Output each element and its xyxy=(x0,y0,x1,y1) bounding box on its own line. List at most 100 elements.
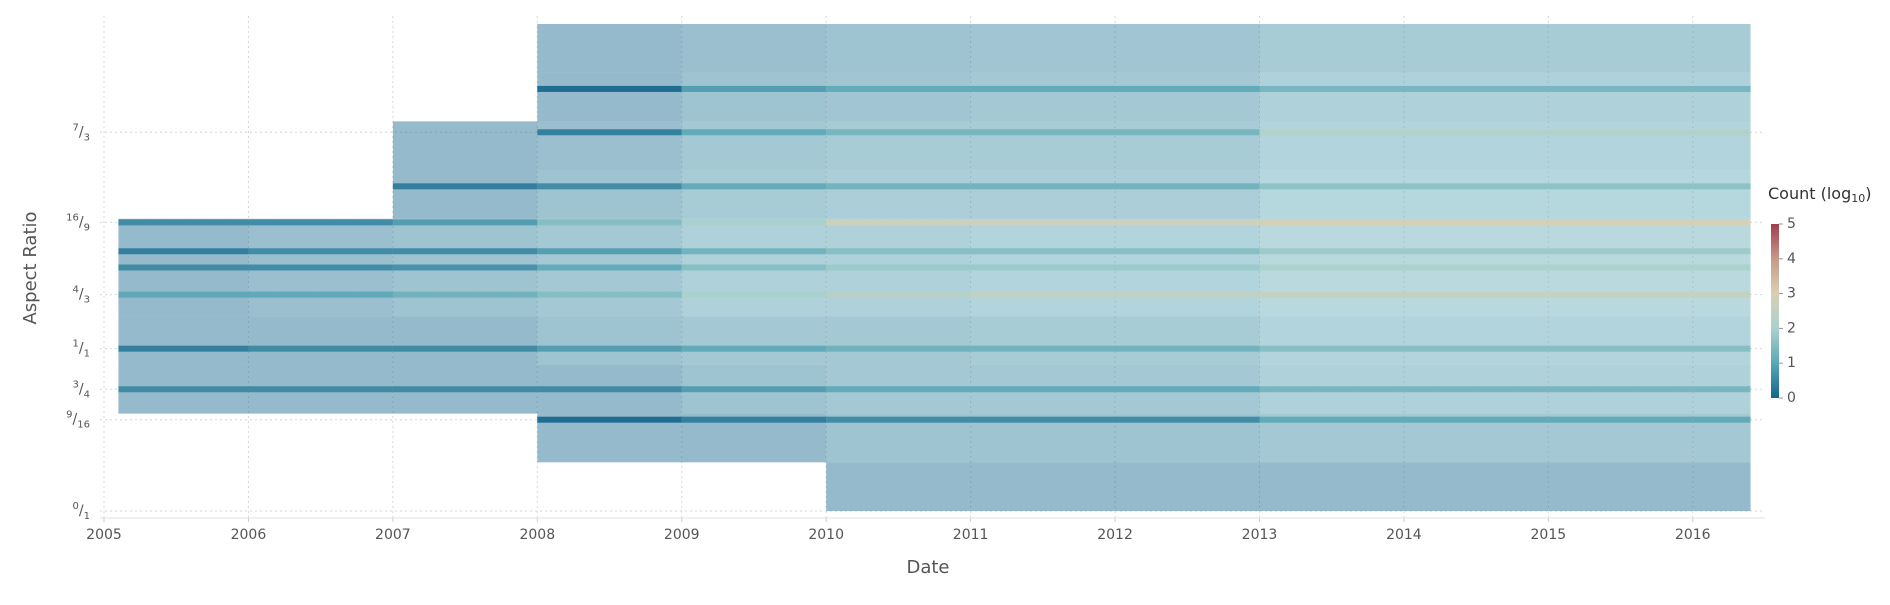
heatmap-cell xyxy=(826,170,971,219)
heatmap-cell xyxy=(681,72,827,122)
y-tick-label: 3/4 xyxy=(73,379,90,400)
heatmap-line-cell xyxy=(537,248,682,255)
heatmap-cell xyxy=(1692,462,1751,511)
heatmap-cell xyxy=(118,218,249,268)
heatmap-line-cell xyxy=(1692,85,1751,92)
heatmap-line-cell xyxy=(826,248,971,255)
heatmap-cell xyxy=(392,316,538,365)
heatmap-line-cell xyxy=(826,183,971,190)
heatmap-line-cell xyxy=(1403,248,1549,255)
heatmap-line-cell xyxy=(1548,345,1693,352)
heatmap-line-cell xyxy=(1259,183,1404,190)
heatmap-line-cell xyxy=(681,291,827,298)
heatmap-cell xyxy=(1692,170,1751,219)
heatmap-cell xyxy=(1259,24,1404,73)
heatmap-line-cell xyxy=(826,264,971,271)
heatmap-cell xyxy=(826,218,971,268)
heatmap-line-cell xyxy=(1259,264,1404,271)
heatmap-line-cell xyxy=(970,129,1116,136)
heatmap-line-cell xyxy=(681,183,827,190)
heatmap-line-cell xyxy=(248,291,393,298)
heatmap-line-cell xyxy=(1259,248,1404,255)
colorbar-title: Count (log10) xyxy=(1768,184,1871,206)
heatmap-line-cell xyxy=(392,264,538,271)
heatmap-line-cell xyxy=(681,219,827,226)
heatmap-line-cell xyxy=(826,386,971,393)
y-tick-label: 9/16 xyxy=(66,410,90,431)
heatmap-line-cell xyxy=(248,386,393,393)
heatmap-line-cell xyxy=(681,85,827,92)
heatmap-cell xyxy=(1548,170,1693,219)
heatmap-cell xyxy=(826,24,971,73)
y-axis-title: Aspect Ratio xyxy=(20,211,41,324)
heatmap-line-cell xyxy=(1548,85,1693,92)
colorbar-tick-label: 3 xyxy=(1787,286,1796,302)
heatmap-cell xyxy=(392,218,538,268)
heatmap-line-cell xyxy=(118,291,249,298)
heatmap-cell xyxy=(1115,170,1260,219)
heatmap-line-cell xyxy=(1259,345,1404,352)
heatmap-line-cell xyxy=(118,345,249,352)
colorbar-tick-label: 2 xyxy=(1787,320,1796,336)
heatmap-line-cell xyxy=(826,416,971,423)
heatmap-cell xyxy=(1115,218,1260,268)
heatmap-line-cell xyxy=(1692,129,1751,136)
heatmap-cell xyxy=(1692,218,1751,268)
heatmap-cell xyxy=(1115,121,1260,171)
heatmap-line-cell xyxy=(1115,416,1260,423)
heatmap-cell xyxy=(681,170,827,219)
heatmap-line-cell xyxy=(1692,219,1751,226)
colorbar-tick-label: 5 xyxy=(1787,216,1796,232)
heatmap-line-cell xyxy=(392,386,538,393)
heatmap-line-cell xyxy=(1115,85,1260,92)
colorbar-tick-label: 0 xyxy=(1787,390,1796,406)
heatmap-cell xyxy=(1115,462,1260,511)
heatmap-cell xyxy=(1259,218,1404,268)
heatmap-cell xyxy=(1403,72,1549,122)
heatmap-cell xyxy=(1403,170,1549,219)
heatmap-cell xyxy=(970,72,1116,122)
colorbar-tick-label: 1 xyxy=(1787,355,1796,371)
y-tick-label: 7/3 xyxy=(73,122,90,143)
heatmap-cell xyxy=(1692,24,1751,73)
heatmap-line-cell xyxy=(537,219,682,226)
heatmap-line-cell xyxy=(1259,416,1404,423)
heatmap xyxy=(118,24,1751,511)
heatmap-line-cell xyxy=(826,291,971,298)
heatmap-cell xyxy=(537,24,682,73)
heatmap-line-cell xyxy=(1548,291,1693,298)
heatmap-line-cell xyxy=(392,345,538,352)
heatmap-line-cell xyxy=(1692,248,1751,255)
heatmap-line-cell xyxy=(1115,248,1260,255)
heatmap-line-cell xyxy=(681,264,827,271)
heatmap-line-cell xyxy=(1692,386,1751,393)
heatmap-cell xyxy=(681,121,827,171)
heatmap-line-cell xyxy=(826,85,971,92)
colorbar-tick-label: 4 xyxy=(1787,251,1796,267)
heatmap-line-cell xyxy=(392,291,538,298)
heatmap-line-cell xyxy=(970,386,1116,393)
heatmap-cell xyxy=(1259,72,1404,122)
heatmap-cell xyxy=(392,121,538,171)
heatmap-line-cell xyxy=(826,129,971,136)
heatmap-cell xyxy=(970,462,1116,511)
y-tick-label: 1/1 xyxy=(73,339,90,360)
heatmap-line-cell xyxy=(537,264,682,271)
x-tick-label: 2009 xyxy=(664,527,700,543)
heatmap-line-cell xyxy=(1548,264,1693,271)
x-tick-label: 2012 xyxy=(1097,527,1133,543)
colorbar xyxy=(1771,224,1779,398)
heatmap-cell xyxy=(1259,316,1404,365)
heatmap-line-cell xyxy=(970,85,1116,92)
heatmap-line-cell xyxy=(970,248,1116,255)
heatmap-cell xyxy=(537,121,682,171)
heatmap-line-cell xyxy=(1259,291,1404,298)
heatmap-cell xyxy=(681,316,827,365)
heatmap-cell xyxy=(1115,72,1260,122)
heatmap-line-cell xyxy=(1548,386,1693,393)
y-tick-label: 16/9 xyxy=(66,212,90,233)
heatmap-line-cell xyxy=(392,183,538,190)
heatmap-cell xyxy=(1259,170,1404,219)
